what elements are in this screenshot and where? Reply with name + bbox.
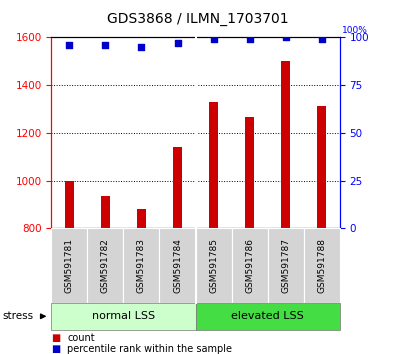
Bar	[245, 117, 254, 228]
Text: count: count	[67, 333, 95, 343]
Text: ■: ■	[51, 333, 60, 343]
Text: stress: stress	[2, 311, 33, 321]
Bar	[65, 181, 74, 228]
Text: normal LSS: normal LSS	[92, 311, 155, 321]
Text: GSM591787: GSM591787	[281, 238, 290, 293]
Text: ■: ■	[51, 344, 60, 354]
Point	[66, 42, 73, 48]
Bar	[173, 147, 182, 228]
Point	[138, 44, 145, 50]
Text: GSM591785: GSM591785	[209, 238, 218, 293]
Bar	[281, 61, 290, 228]
Point	[282, 34, 289, 40]
Point	[246, 36, 253, 42]
Text: GSM591781: GSM591781	[65, 238, 74, 293]
Point	[211, 36, 217, 42]
Text: GSM591784: GSM591784	[173, 238, 182, 293]
Bar	[137, 209, 146, 228]
Bar	[209, 102, 218, 228]
Text: elevated LSS: elevated LSS	[231, 311, 304, 321]
Text: percentile rank within the sample: percentile rank within the sample	[67, 344, 232, 354]
Text: GDS3868 / ILMN_1703701: GDS3868 / ILMN_1703701	[107, 12, 288, 27]
Text: 100%: 100%	[342, 27, 368, 35]
Bar	[101, 196, 110, 228]
Text: GSM591786: GSM591786	[245, 238, 254, 293]
Point	[174, 40, 181, 46]
Point	[102, 42, 109, 48]
Text: GSM591783: GSM591783	[137, 238, 146, 293]
Bar	[317, 107, 326, 228]
Point	[318, 36, 325, 42]
Text: GSM591788: GSM591788	[317, 238, 326, 293]
Text: GSM591782: GSM591782	[101, 238, 110, 293]
